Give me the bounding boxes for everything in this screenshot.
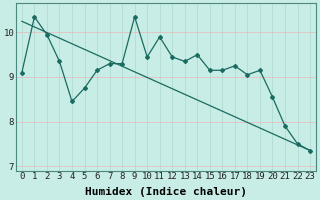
X-axis label: Humidex (Indice chaleur): Humidex (Indice chaleur) xyxy=(85,186,247,197)
